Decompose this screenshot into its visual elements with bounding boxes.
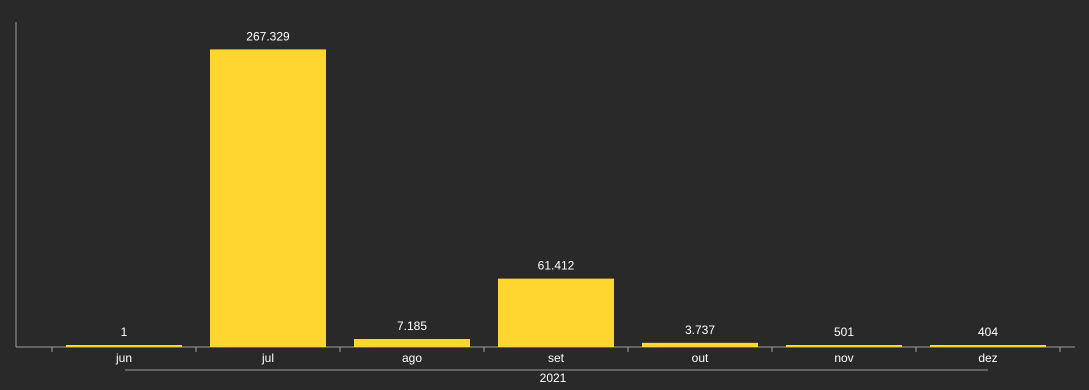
x-group-label: 2021 — [540, 371, 567, 385]
data-labels-group: 1 267.329 7.185 61.412 3.737 501 404 — [121, 29, 999, 339]
x-tick-label-jul: jul — [261, 351, 274, 365]
x-tick-label-nov: nov — [834, 351, 853, 365]
x-axis-ticks — [51, 347, 1061, 352]
x-tick-label-dez: dez — [978, 351, 997, 365]
data-label-jun: 1 — [121, 325, 128, 339]
data-label-nov: 501 — [834, 325, 854, 339]
bar-set[interactable] — [498, 278, 614, 347]
bar-jun[interactable] — [66, 345, 182, 347]
bar-ago[interactable] — [354, 339, 470, 347]
bar-out[interactable] — [642, 342, 758, 347]
bar-jul[interactable] — [210, 49, 326, 347]
data-label-out: 3.737 — [685, 323, 715, 337]
x-tick-label-ago: ago — [402, 351, 422, 365]
data-label-dez: 404 — [978, 325, 998, 339]
data-label-jul: 267.329 — [246, 29, 290, 43]
bar-nov[interactable] — [786, 345, 902, 347]
bars-group — [66, 49, 1046, 347]
x-tick-label-jun: jun — [115, 351, 132, 365]
data-label-ago: 7.185 — [397, 319, 427, 333]
x-tick-labels-group: jun jul ago set out nov dez — [115, 351, 998, 365]
bar-dez[interactable] — [930, 345, 1046, 347]
x-tick-label-out: out — [692, 351, 709, 365]
x-tick-label-set: set — [548, 351, 565, 365]
data-label-set: 61.412 — [538, 259, 575, 273]
